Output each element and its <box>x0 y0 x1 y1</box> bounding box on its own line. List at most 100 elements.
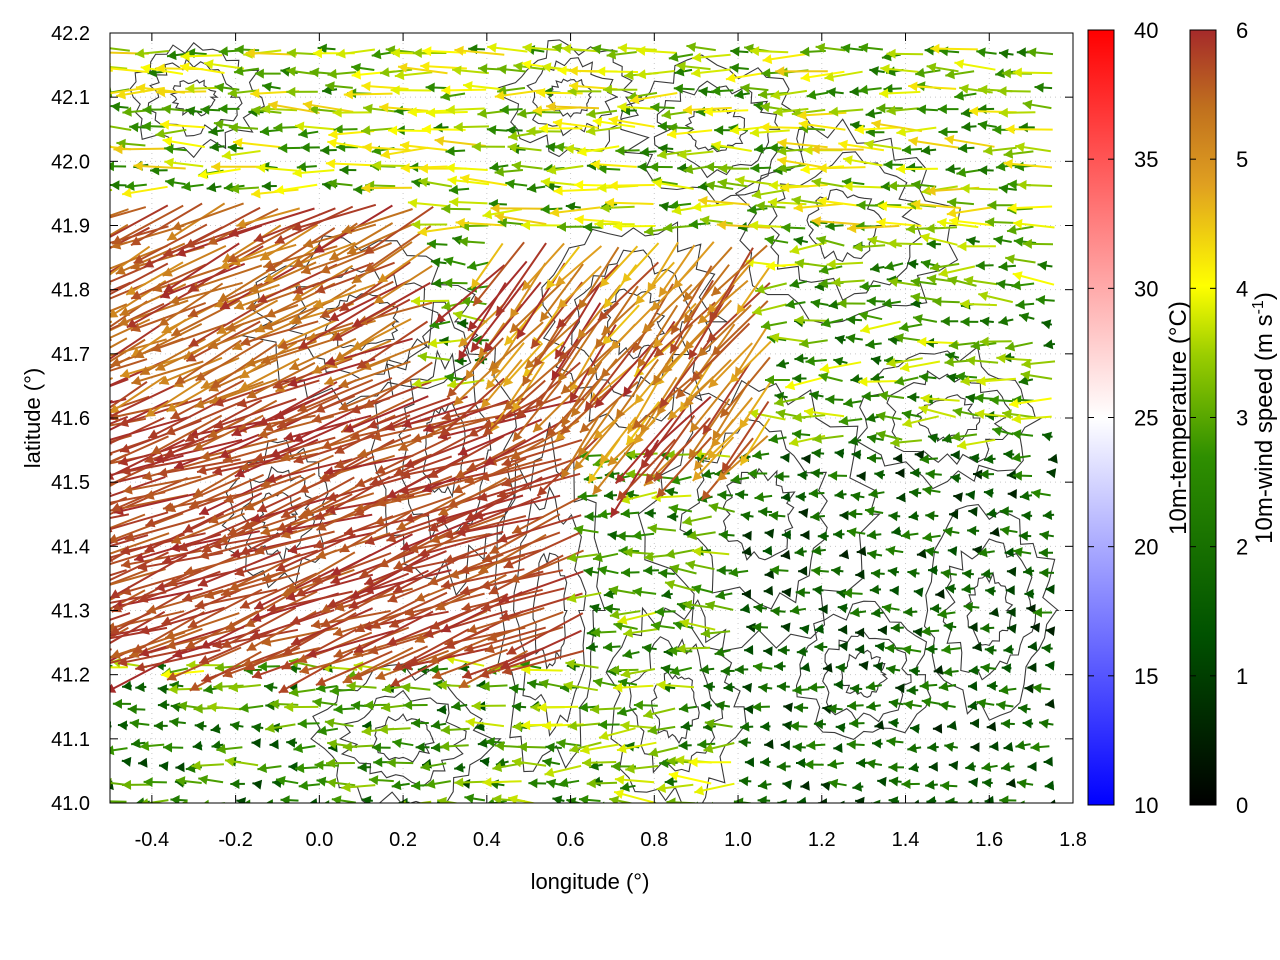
wind-vector-head <box>1038 547 1048 558</box>
wind-vector-head <box>980 623 990 634</box>
wind-vector-head <box>60 120 70 130</box>
wind-vector-head <box>577 328 588 339</box>
wind-vector-head <box>967 700 978 711</box>
wind-vector-head <box>970 718 980 729</box>
wind-vector-head <box>828 106 839 117</box>
wind-vector-head <box>379 102 389 113</box>
wind-vector-head <box>88 647 98 656</box>
wind-vector-head <box>451 701 461 711</box>
wind-vector-head <box>483 426 494 436</box>
wind-vector-shaft <box>355 453 433 488</box>
wind-vector-head <box>924 546 935 557</box>
wind-vector-head <box>159 316 170 326</box>
wind-vector-head <box>270 448 281 458</box>
wind-vector-head <box>920 259 931 269</box>
wind-vector-head <box>418 163 428 174</box>
wind-vector-head <box>316 549 327 560</box>
wind-vector-head <box>165 630 176 640</box>
wind-vector-head <box>321 603 332 613</box>
wind-vector-head <box>926 62 937 73</box>
wind-vector-head <box>414 633 426 643</box>
wind-vector-head <box>371 431 382 442</box>
contour-line <box>923 504 1060 721</box>
wind-vector-head <box>861 391 871 402</box>
wind-vector-head <box>200 104 210 115</box>
wind-vector-head <box>427 338 438 349</box>
contour-line <box>822 630 912 723</box>
wind-vector-head <box>354 643 365 653</box>
wind-vector-head <box>858 660 869 671</box>
wind-vector-head <box>448 184 459 195</box>
wind-vector-shaft <box>110 67 148 73</box>
wind-vector-head <box>984 454 994 464</box>
wind-vector-head <box>265 723 275 733</box>
wind-vector-head <box>117 720 128 731</box>
wind-vector-head <box>632 419 643 429</box>
wind-vector-head <box>733 797 744 803</box>
wind-vector-head <box>874 469 884 480</box>
wind-vector-head <box>799 338 809 349</box>
wind-vector-head <box>668 771 679 781</box>
wind-vector-head <box>764 528 775 539</box>
wind-vector-head <box>292 291 304 301</box>
wind-vector-head <box>465 369 475 380</box>
y-tick-label: 41.7 <box>51 344 90 366</box>
wind-vector-shaft <box>689 377 734 433</box>
wind-vector-head <box>280 795 290 803</box>
wind-vector-head <box>913 587 924 598</box>
wind-vector-head <box>985 410 995 421</box>
wind-vector-shaft <box>239 572 318 609</box>
wind-vector-head <box>480 757 490 767</box>
wind-vector-head <box>819 264 829 275</box>
wind-vector-head <box>131 236 142 246</box>
wind-vector-head <box>818 372 829 382</box>
wind-vector-head <box>355 623 366 633</box>
wind-vector-head <box>867 549 877 560</box>
wind-vector-head <box>286 66 296 77</box>
wind-vector-head <box>763 646 773 657</box>
wind-vector-head <box>895 468 905 479</box>
wind-vector-shaft <box>194 380 264 408</box>
wind-vector-head <box>928 565 938 576</box>
wind-vector-shaft <box>400 513 486 551</box>
wind-vector-shaft <box>139 627 226 656</box>
wind-vector-head <box>124 531 135 542</box>
wind-vector-shaft <box>447 473 523 508</box>
wind-vector-head <box>497 217 508 228</box>
wind-vector-head <box>100 680 109 690</box>
wind-vector-head <box>946 373 957 383</box>
wind-vector-head <box>255 323 266 333</box>
wind-vector-head <box>431 742 441 753</box>
wind-vector-shaft <box>472 241 525 307</box>
wind-vector-head <box>522 42 532 53</box>
wind-vector-shaft <box>158 356 223 385</box>
wind-vector-head <box>951 431 961 442</box>
contour-line <box>722 467 796 561</box>
wind-vector-shaft <box>479 649 561 678</box>
wind-vector-shaft <box>288 337 357 371</box>
wind-vector-shaft <box>597 261 659 322</box>
wind-vector-shaft <box>496 472 581 498</box>
wind-vector-head <box>253 452 264 463</box>
wind-vector-head <box>513 61 523 72</box>
wind-vector-head <box>560 424 571 435</box>
wind-vector-head <box>178 542 189 552</box>
wind-vector-shaft <box>341 208 413 233</box>
wind-vector-head <box>258 416 269 426</box>
wind-vector-head <box>700 628 711 639</box>
wind-vector-head <box>840 43 851 54</box>
wind-vector-head <box>92 702 101 712</box>
wind-vector-head <box>855 627 865 638</box>
wind-vector-head <box>900 529 911 540</box>
wind-vector-head <box>940 568 951 579</box>
wind-vector-head <box>110 780 114 791</box>
wind-vector-head <box>298 483 310 493</box>
wind-vector-head <box>521 720 531 731</box>
wind-vector-head <box>262 82 272 92</box>
wind-vector-head <box>879 88 889 99</box>
wind-vector-head <box>760 102 771 113</box>
wind-vector-head <box>453 395 464 406</box>
wind-vector-head <box>425 82 435 93</box>
wind-vector-head <box>999 48 1009 59</box>
wind-vector-head <box>597 182 607 193</box>
